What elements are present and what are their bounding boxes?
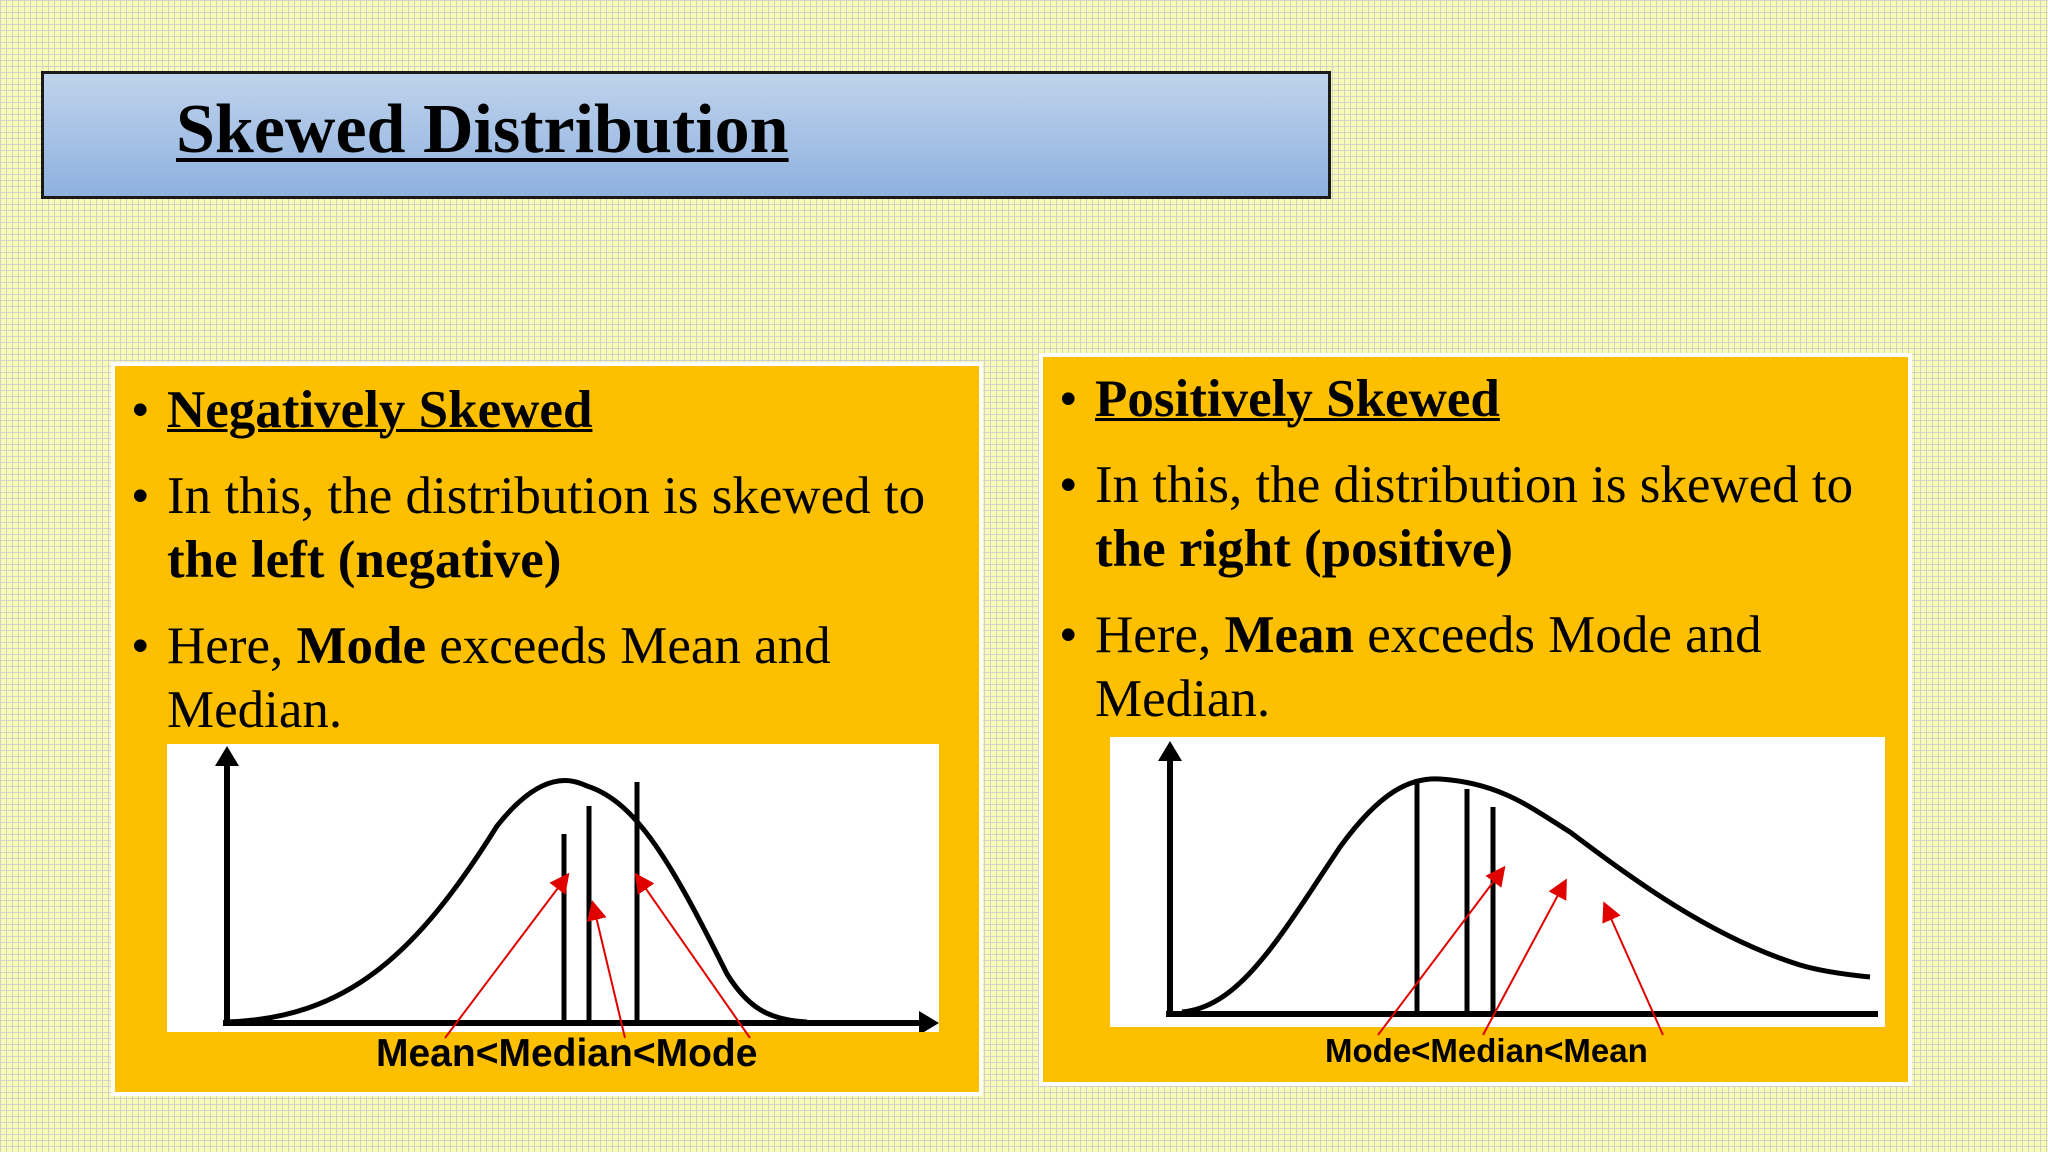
description-negative: In this, the distribution is skewed to t… — [167, 464, 967, 592]
y-axis-arrow — [215, 746, 239, 766]
description-plain: In this, the distribution is skewed to — [1095, 456, 1854, 514]
y-axis-arrow — [1158, 741, 1182, 761]
negative-skew-panel: • Negatively Skewed • In this, the distr… — [111, 362, 983, 1096]
heading-negative: Negatively Skewed — [167, 381, 593, 439]
comparison-pre: Here, — [1095, 606, 1225, 664]
order-caption-positive: Mode<Median<Mean — [1325, 1032, 1648, 1069]
description-bold: the right (positive) — [1095, 520, 1514, 578]
comparison-pre: Here, — [167, 617, 297, 675]
bullet-icon: • — [131, 381, 150, 439]
bullet-icon: • — [131, 467, 150, 525]
comparison-bold: Mean — [1224, 606, 1355, 664]
comparison-post: exceeds Mean and Median. — [167, 617, 831, 739]
bullet-icon: • — [1059, 370, 1078, 428]
title-bar: Skewed Distribution — [41, 71, 1331, 199]
distribution-curve — [1181, 776, 1871, 1015]
description-bold: the left (negative) — [167, 531, 562, 589]
bullet-icon: • — [131, 617, 150, 675]
positive-skew-diagram — [1110, 737, 1885, 1027]
comparison-negative: Here, Mode exceeds Mean and Median. — [167, 614, 967, 742]
distribution-curve — [224, 778, 808, 1025]
order-caption-negative: Mean<Median<Mode — [376, 1032, 758, 1075]
comparison-positive: Here, Mean exceeds Mode and Median. — [1095, 603, 1895, 731]
bullet-icon: • — [1059, 456, 1078, 514]
negative-skew-diagram — [167, 744, 939, 1032]
description-positive: In this, the distribution is skewed to t… — [1095, 453, 1895, 581]
positive-skew-panel: • Positively Skewed • In this, the distr… — [1039, 353, 1912, 1086]
slide-title: Skewed Distribution — [176, 91, 789, 168]
description-plain: In this, the distribution is skewed to — [167, 467, 926, 525]
comparison-bold: Mode — [296, 617, 427, 675]
heading-positive: Positively Skewed — [1095, 370, 1500, 428]
bullet-icon: • — [1059, 606, 1078, 664]
x-axis-arrow — [919, 1011, 939, 1032]
comparison-post: exceeds Mode and Median. — [1095, 606, 1762, 728]
